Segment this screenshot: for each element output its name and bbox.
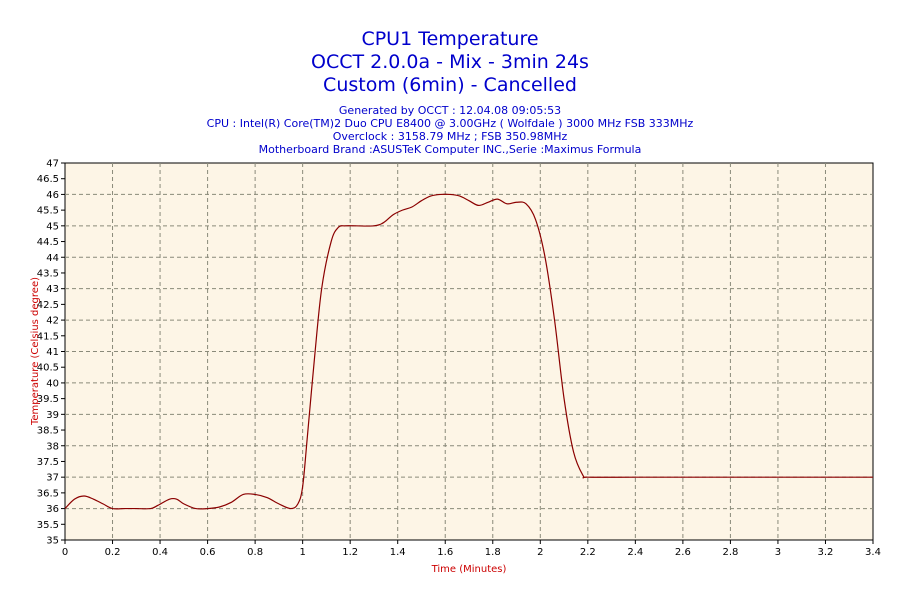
chart-titles: CPU1 Temperature OCCT 2.0.0a - Mix - 3mi… <box>207 28 694 156</box>
x-tick-label: 2.2 <box>580 547 596 558</box>
x-tick-label: 2.8 <box>722 547 738 558</box>
y-tick-label: 38 <box>46 441 59 452</box>
chart-subtitle-line-1: Generated by OCCT : 12.04.08 09:05:53 <box>339 104 561 117</box>
y-tick-label: 45.5 <box>37 206 59 217</box>
y-tick-label: 36 <box>46 504 59 515</box>
y-tick-label: 39.5 <box>37 394 59 405</box>
y-axis-label: Temperature (Celsius degree) <box>30 277 41 426</box>
y-tick-label: 45 <box>46 221 59 232</box>
chart-title-line-2: OCCT 2.0.0a - Mix - 3min 24s <box>311 51 589 73</box>
y-tick-label: 37.5 <box>37 457 59 468</box>
y-tick-label: 42.5 <box>37 300 59 311</box>
chart-subtitle-line-2: CPU : Intel(R) Core(TM)2 Duo CPU E8400 @… <box>207 117 694 130</box>
x-tick-label: 1.4 <box>390 547 406 558</box>
y-tick-label: 46 <box>46 190 59 201</box>
x-tick-label: 1.8 <box>485 547 501 558</box>
chart-subtitle-line-3: Overclock : 3158.79 MHz ; FSB 350.98MHz <box>333 130 568 143</box>
x-tick-label: 2.6 <box>675 547 691 558</box>
x-tick-label: 2.4 <box>627 547 643 558</box>
x-tick-label: 1 <box>299 547 305 558</box>
y-tick-label: 43.5 <box>37 268 59 279</box>
y-tick-label: 41.5 <box>37 331 59 342</box>
y-tick-label: 43 <box>46 284 59 295</box>
x-axis-ticks: 0 0.2 0.4 0.6 0.8 1 1.2 1.4 1.6 1.8 2 2.2 2.4 2.6 2.8 3… <box>62 540 881 558</box>
x-tick-label: 0.4 <box>152 547 168 558</box>
y-tick-label: 35.5 <box>37 520 59 531</box>
x-tick-label: 3.2 <box>818 547 834 558</box>
x-tick-label: 0 <box>62 547 68 558</box>
temperature-series-line <box>64 193 873 510</box>
y-tick-label: 38.5 <box>37 426 59 437</box>
x-tick-label: 3 <box>775 547 781 558</box>
x-tick-label: 0.6 <box>200 547 216 558</box>
chart-subtitle-line-4: Motherboard Brand :ASUSTeK Computer INC.… <box>259 143 642 156</box>
y-tick-label: 39 <box>46 410 59 421</box>
y-tick-label: 41 <box>46 347 59 358</box>
y-tick-label: 35 <box>46 536 59 547</box>
x-tick-label: 1.2 <box>342 547 358 558</box>
x-tick-label: 0.8 <box>247 547 263 558</box>
y-tick-label: 37 <box>46 473 59 484</box>
chart-title-line-3: Custom (6min) - Cancelled <box>323 74 577 96</box>
x-tick-label: 3.4 <box>865 547 881 558</box>
x-tick-label: 1.6 <box>437 547 453 558</box>
y-tick-label: 46.5 <box>37 174 59 185</box>
x-tick-label: 0.2 <box>105 547 121 558</box>
y-tick-label: 36.5 <box>37 488 59 499</box>
y-tick-label: 40.5 <box>37 363 59 374</box>
y-tick-label: 47 <box>46 159 59 170</box>
y-tick-label: 44.5 <box>37 237 59 248</box>
chart-title-line-1: CPU1 Temperature <box>361 28 538 50</box>
y-axis-ticks: 35 35.5 36 36.5 37 37.5 38 38.5 39 39.5 40 40.5 41 41… <box>37 159 65 547</box>
series-group <box>64 193 873 510</box>
x-tick-label: 2 <box>537 547 543 558</box>
y-tick-label: 44 <box>46 253 59 264</box>
y-tick-label: 40 <box>46 378 59 389</box>
y-tick-label: 42 <box>46 316 59 327</box>
x-axis-label: Time (Minutes) <box>431 564 507 575</box>
